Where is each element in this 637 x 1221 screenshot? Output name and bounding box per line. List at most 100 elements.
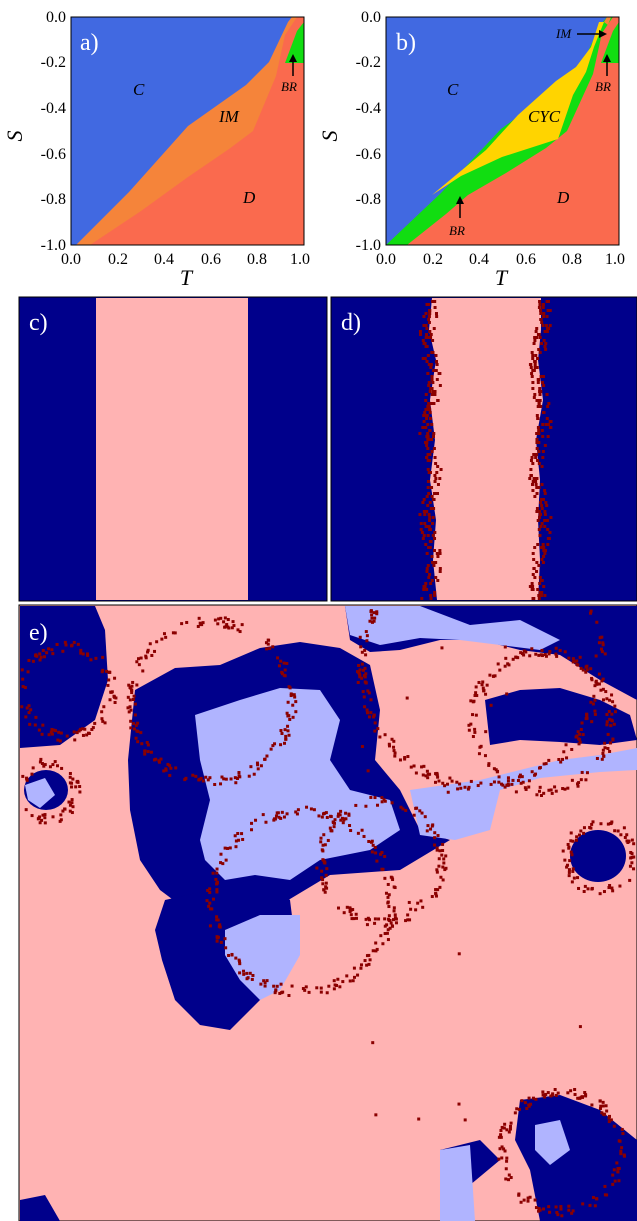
speckle-cell (436, 492, 440, 495)
speckle-cell (436, 465, 440, 468)
domain-e-right (485, 688, 637, 745)
speckle-cell (351, 979, 355, 983)
speckle-cell (325, 867, 329, 871)
speckle-cell (546, 405, 550, 408)
speckle-cell (437, 779, 441, 783)
speckle-cell (540, 504, 544, 507)
speckle-cell (434, 360, 438, 363)
speckle-cell (600, 650, 604, 654)
speckle-cell (338, 813, 342, 817)
speckle-cell (131, 698, 135, 702)
speckle-cell (433, 831, 437, 835)
speckle-cell (543, 345, 547, 348)
speckle-cell (319, 840, 323, 844)
speckle-cell (535, 438, 539, 441)
speckle-cell (79, 651, 83, 655)
speckle-cell (536, 378, 540, 381)
ytick-b-4: -0.8 (356, 191, 381, 208)
speckle-cell (252, 772, 256, 776)
speckle-cell (237, 774, 241, 778)
speckle-cell (424, 399, 428, 402)
speckle-cell (424, 324, 428, 327)
speckle-cell (536, 543, 540, 546)
speckle-cell (414, 908, 418, 912)
speckle-cell (215, 888, 219, 892)
speckle-cell (373, 721, 377, 725)
speckle-cell (592, 694, 596, 698)
speckle-cell (539, 501, 543, 504)
speckle-cell (157, 760, 161, 764)
speckle-cell (541, 306, 545, 309)
speckle-cell (522, 1198, 526, 1202)
speckle-cell (72, 640, 76, 644)
speckle-cell (39, 655, 43, 659)
speckle-cell (549, 516, 553, 519)
speckle-cell (324, 881, 328, 885)
speckle-cell (50, 648, 54, 652)
speckle-cell (503, 1122, 507, 1126)
speckle-cell (70, 785, 74, 789)
speckle-cell (563, 858, 567, 862)
speckle-cell (528, 477, 532, 480)
speckle-cell (532, 477, 536, 480)
speckle-cell (105, 669, 109, 673)
speckle-cell (547, 402, 551, 405)
stripe-c (96, 298, 248, 600)
speckle-cell (341, 980, 345, 984)
speckle-cell (208, 890, 212, 894)
speckle-cell (610, 693, 614, 697)
speckle-cell (364, 630, 368, 634)
speckle-cell (527, 1103, 531, 1107)
speckle-cell (547, 788, 551, 792)
speckle-cell (610, 820, 614, 824)
speckle-cell (428, 516, 432, 519)
speckle-cell (598, 636, 602, 640)
speckle-cell (359, 645, 363, 649)
speckle-cell (130, 691, 134, 695)
speckle-cell (250, 977, 254, 981)
speckle-cell (424, 408, 428, 411)
speckle-cell (427, 525, 431, 528)
speckle-cell (421, 357, 425, 360)
speckle-cell (536, 381, 540, 384)
speckle-cell (295, 812, 299, 816)
speckle-cell (287, 993, 291, 997)
speckle-cell (180, 622, 184, 626)
speckle-cell (484, 730, 488, 734)
speckle-cell (601, 687, 605, 691)
speckle-cell (386, 938, 390, 942)
xtick-a-0: 0.0 (61, 251, 81, 268)
speckle-cell (434, 462, 438, 465)
speckle-cell (536, 417, 540, 420)
speckle-cell (471, 735, 475, 739)
speckle-cell (431, 300, 435, 303)
speckle-cell (517, 1193, 521, 1197)
speckle-cell (585, 668, 589, 672)
speckle-cell (457, 1102, 461, 1106)
speckle-cell (422, 498, 426, 501)
speckle-cell (435, 870, 439, 874)
speckle-cell (506, 662, 510, 666)
speckle-cell (50, 732, 54, 736)
speckle-cell (162, 769, 166, 773)
x-ticks-b: 0.0 0.2 0.4 0.6 0.8 1.0 (376, 251, 625, 268)
speckle-cell (605, 720, 609, 724)
speckle-cell (534, 1206, 538, 1210)
speckle-cell (423, 357, 427, 360)
speckle-cell (132, 694, 136, 698)
speckle-cell (162, 632, 166, 636)
speckle-cell (357, 663, 361, 667)
speckle-cell (601, 751, 605, 755)
speckle-cell (625, 839, 629, 843)
speckle-cell (435, 471, 439, 474)
speckle-cell (42, 764, 46, 768)
speckle-cell (387, 742, 391, 746)
speckle-cell (423, 411, 427, 414)
speckle-cell (540, 558, 544, 561)
speckle-cell (425, 456, 429, 459)
speckle-cell (263, 757, 267, 761)
xtick-a-2: 0.4 (154, 251, 174, 268)
speckle-cell (48, 765, 52, 769)
speckle-cell (537, 429, 541, 432)
speckle-cell (110, 690, 114, 694)
